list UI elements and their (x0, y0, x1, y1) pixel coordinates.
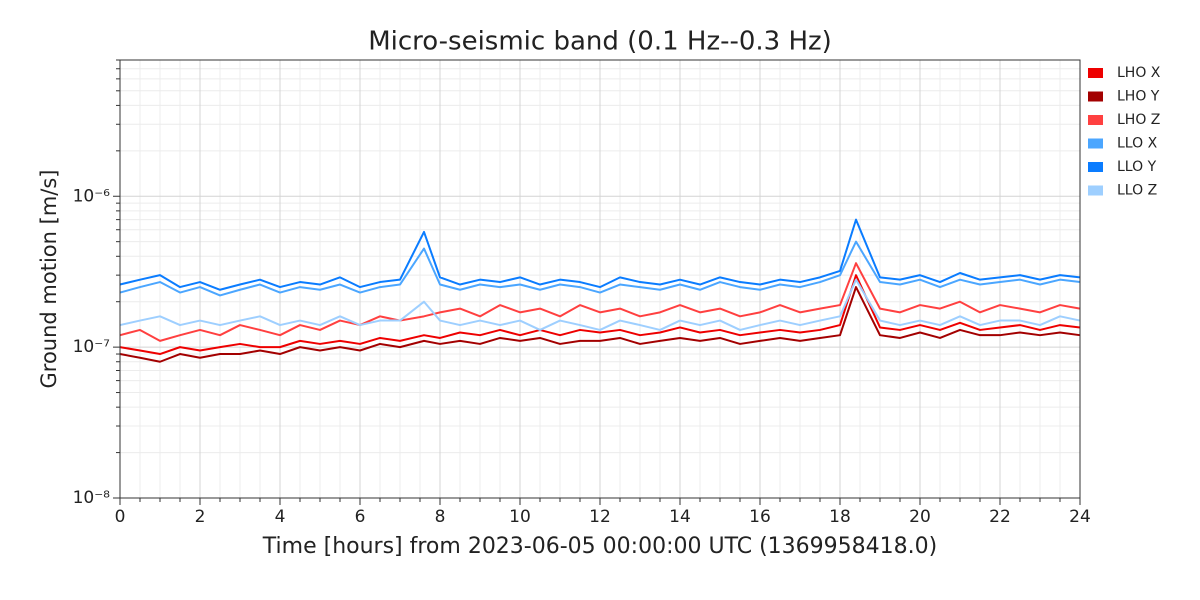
legend-label: LLO X (1117, 136, 1158, 152)
x-tick-label: 8 (435, 507, 446, 527)
series-line (119, 278, 1081, 331)
x-axis-label: Time [hours] from 2023-06-05 00:00:00 UT… (262, 534, 937, 559)
x-tick-label: 10 (509, 507, 531, 527)
x-tick-label: 6 (355, 507, 366, 527)
y-tick-label: 10⁻⁷ (73, 337, 111, 357)
plot-frame (119, 59, 1081, 499)
series-line (119, 218, 1081, 291)
y-axis-label: Ground motion [m/s] (37, 170, 61, 389)
y-tick-label: 10⁻⁶ (73, 186, 111, 206)
legend-swatch (1088, 162, 1103, 172)
x-tick-label: 22 (989, 507, 1011, 527)
legend-label: LHO Y (1117, 89, 1160, 105)
x-tick-label: 18 (829, 507, 851, 527)
x-tick-label: 2 (195, 507, 206, 527)
series-line (119, 286, 1081, 363)
legend-swatch (1088, 91, 1103, 102)
legend-swatch (1088, 115, 1103, 125)
x-tick-label: 4 (275, 507, 286, 527)
series-line (119, 262, 1081, 342)
legend-swatch (1088, 185, 1103, 196)
legend-label: LHO Z (1117, 112, 1160, 128)
legend-label: LLO Y (1117, 159, 1157, 175)
x-tick-label: 12 (589, 507, 611, 527)
legend-swatch (1088, 138, 1103, 149)
series-line (119, 240, 1081, 297)
series-line (119, 274, 1081, 356)
chart-title: Micro-seismic band (0.1 Hz--0.3 Hz) (368, 27, 832, 57)
x-tick-label: 0 (115, 507, 126, 527)
legend-swatch (1088, 68, 1103, 78)
legend-label: LLO Z (1117, 183, 1157, 199)
x-tick-label: 16 (749, 507, 771, 527)
x-tick-label: 20 (909, 507, 931, 527)
y-tick-label: 10⁻⁸ (73, 488, 111, 508)
x-tick-label: 14 (669, 507, 691, 527)
legend-label: LHO X (1117, 65, 1161, 81)
x-tick-label: 24 (1069, 507, 1091, 527)
